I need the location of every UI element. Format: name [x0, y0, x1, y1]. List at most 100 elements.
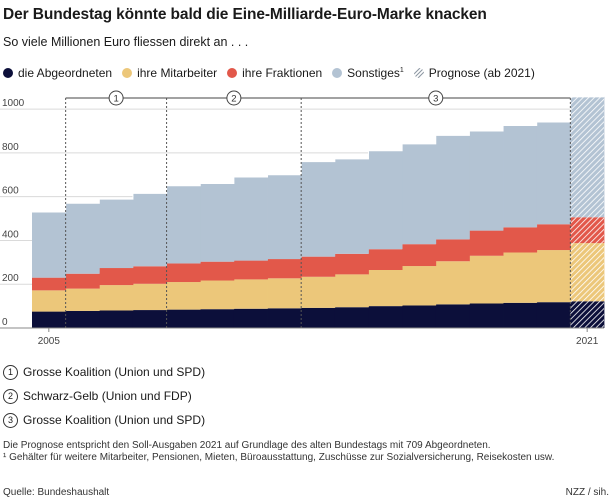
area-step — [99, 268, 134, 286]
area-step — [402, 143, 437, 245]
y-tick-label: 800 — [2, 142, 19, 153]
forecast-hatch — [570, 217, 604, 244]
area-step — [334, 253, 369, 275]
area-step — [267, 278, 302, 309]
area-step — [536, 250, 571, 303]
y-tick-label: 0 — [2, 317, 8, 328]
legend-label-fraktionen: ihre Fraktionen — [242, 66, 323, 80]
period-notes: 1 Grosse Koalition (Union und SPD) 2 Sch… — [3, 360, 205, 432]
area-step — [65, 273, 100, 289]
period-marker-label: 1 — [113, 94, 118, 105]
area-step — [301, 276, 336, 308]
area-step — [503, 252, 538, 303]
legend-swatch-fraktionen — [227, 68, 238, 78]
area-step — [435, 261, 470, 305]
area-step — [200, 280, 235, 310]
legend-swatch-mitarbeiter — [122, 68, 133, 78]
stacked-area-chart: 0 200 400 600 800 1000 1 2 3 2005 2021 — [0, 90, 605, 347]
area-step — [166, 263, 201, 283]
area-step — [32, 311, 67, 328]
legend-item-sonstiges: Sonstiges1 — [332, 66, 404, 80]
area-step — [402, 266, 437, 306]
area-step — [200, 261, 235, 281]
period-note: 1 Grosse Koalition (Union und SPD) — [3, 360, 205, 384]
area-step — [65, 310, 100, 328]
period-marker — [226, 90, 242, 106]
chart-legend: die Abgeordneten ihre Mitarbeiter ihre F… — [3, 66, 545, 80]
area-step — [200, 309, 235, 328]
area-step — [334, 307, 369, 328]
area-step — [99, 199, 134, 269]
period-number-badge: 3 — [3, 412, 18, 428]
legend-item-prognose: Prognose (ab 2021) — [413, 66, 535, 80]
area-step — [536, 302, 571, 328]
chart-footer: Die Prognose entspricht den Soll-Ausgabe… — [3, 440, 609, 464]
area-step — [469, 303, 504, 328]
area-step — [132, 310, 167, 328]
period-note-text: Grosse Koalition (Union und SPD) — [23, 365, 206, 379]
period-note-text: Grosse Koalition (Union und SPD) — [23, 413, 206, 427]
area-step — [32, 290, 67, 312]
y-tick-label: 600 — [2, 186, 19, 197]
period-number-badge: 1 — [3, 364, 18, 380]
legend-swatch-abgeordnete — [3, 68, 13, 78]
area-step — [132, 193, 167, 267]
area-step — [32, 212, 67, 278]
area-step — [503, 125, 538, 228]
period-number-badge: 2 — [3, 388, 18, 404]
y-tick-label: 200 — [2, 273, 19, 284]
area-step — [536, 224, 571, 251]
area-step — [233, 308, 268, 328]
period-marker-label: 2 — [231, 94, 236, 105]
area-step — [469, 131, 504, 231]
footnote: ¹ Gehälter für weitere Mitarbeiter, Pens… — [3, 452, 555, 463]
area-step — [166, 309, 201, 328]
source-text: Quelle: Bundeshaushalt — [3, 487, 110, 498]
total-outline — [32, 96, 604, 213]
area-step — [132, 283, 167, 311]
area-step — [65, 203, 100, 274]
x-tick-label: 2005 — [38, 336, 61, 347]
area-step — [536, 122, 571, 225]
y-tick-label: 400 — [2, 229, 19, 240]
area-step — [32, 277, 67, 291]
period-marker — [428, 90, 444, 106]
forecast-note: Die Prognose entspricht den Soll-Ausgabe… — [3, 440, 491, 451]
area-step — [166, 185, 201, 264]
series-ihre-fraktionen — [32, 217, 605, 291]
area-step — [65, 288, 100, 311]
area-step — [301, 307, 336, 328]
source-row: Quelle: Bundeshaushalt NZZ / sih. — [3, 487, 609, 498]
area-step — [233, 260, 268, 280]
area-step — [233, 176, 268, 261]
area-step — [469, 255, 504, 304]
area-step — [435, 135, 470, 240]
area-step — [233, 279, 268, 309]
area-step — [503, 302, 538, 328]
area-step — [99, 310, 134, 328]
legend-label-mitarbeiter: ihre Mitarbeiter — [137, 66, 218, 80]
area-step — [301, 256, 336, 277]
forecast-hatch — [570, 96, 604, 218]
x-tick-label: 2021 — [576, 336, 599, 347]
area-step — [469, 230, 504, 256]
legend-label-sonstiges: Sonstiges1 — [347, 66, 404, 80]
legend-item-abgeordnete: die Abgeordneten — [3, 66, 112, 80]
area-step — [368, 150, 403, 250]
area-step — [267, 308, 302, 328]
area-step — [435, 239, 470, 262]
period-note: 3 Grosse Koalition (Union und SPD) — [3, 408, 205, 432]
hatch-pattern-icon — [413, 68, 424, 78]
area-step — [132, 266, 167, 284]
area-step — [99, 285, 134, 311]
legend-item-fraktionen: ihre Fraktionen — [227, 66, 322, 80]
y-tick-label: 1000 — [2, 98, 25, 109]
area-step — [267, 259, 302, 279]
area-step — [503, 227, 538, 253]
forecast-hatch — [570, 301, 604, 328]
area-step — [402, 305, 437, 328]
credit-text: NZZ / sih. — [565, 487, 609, 498]
area-step — [267, 174, 302, 260]
area-step — [435, 304, 470, 328]
period-marker-label: 3 — [433, 94, 438, 105]
